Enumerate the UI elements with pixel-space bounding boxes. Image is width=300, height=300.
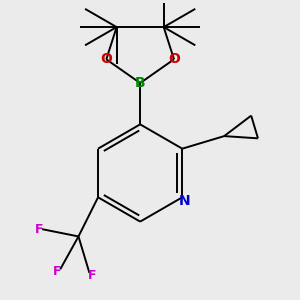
Text: O: O: [168, 52, 180, 66]
Text: N: N: [179, 194, 190, 208]
Text: O: O: [100, 52, 112, 66]
Text: F: F: [53, 265, 61, 278]
Text: F: F: [35, 223, 43, 236]
Text: F: F: [88, 269, 97, 282]
Text: B: B: [135, 76, 146, 90]
